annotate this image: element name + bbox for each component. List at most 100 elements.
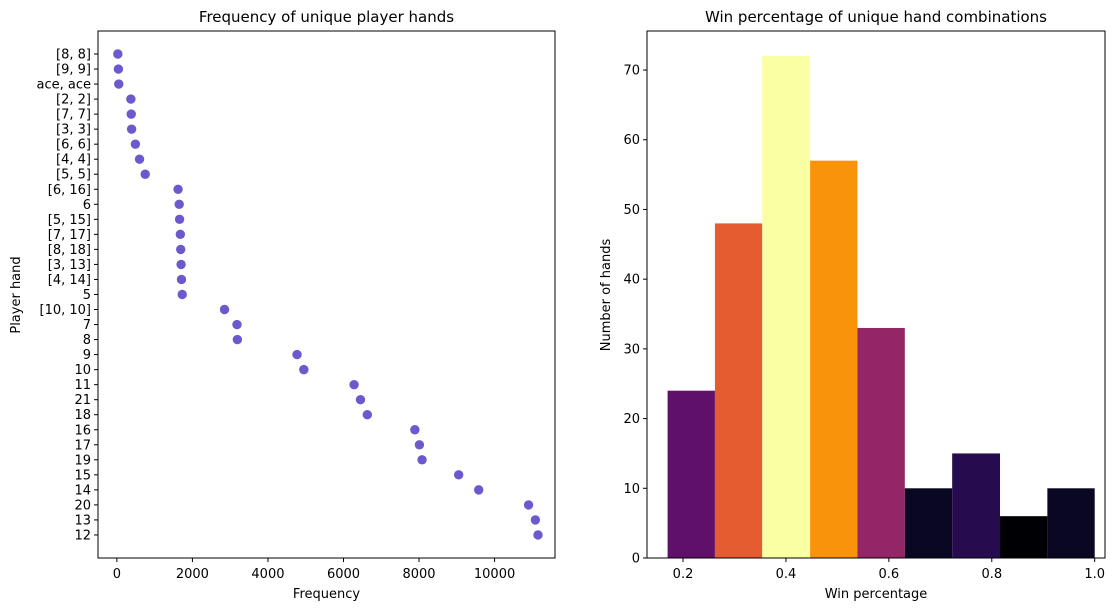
data-point bbox=[113, 64, 124, 74]
histogram-bar bbox=[810, 160, 858, 558]
y-tick-label: ace, ace bbox=[37, 78, 92, 93]
y-tick-label: 30 bbox=[623, 342, 640, 357]
y-tick-label: [3, 3] bbox=[56, 123, 91, 138]
y-tick-label: 9 bbox=[83, 348, 91, 363]
y-tick-label: [5, 5] bbox=[56, 168, 91, 183]
x-tick-label: 0.4 bbox=[776, 567, 797, 582]
y-tick-label: 70 bbox=[623, 64, 640, 79]
data-point bbox=[414, 440, 425, 450]
x-tick-label: 10000 bbox=[474, 567, 515, 582]
histogram-bar bbox=[714, 223, 763, 558]
data-point bbox=[453, 470, 464, 480]
data-point bbox=[126, 94, 136, 104]
y-tick-label: 40 bbox=[623, 273, 640, 288]
histogram-bar bbox=[762, 56, 811, 558]
data-point bbox=[176, 244, 186, 255]
y-tick-label: 11 bbox=[74, 378, 91, 393]
data-point bbox=[114, 79, 124, 89]
frequency-chart-points bbox=[113, 49, 543, 540]
win-percentage-x-ticks: 0.2 0.4 0.6 0.8 1.0 bbox=[673, 558, 1105, 582]
histogram-bar bbox=[952, 453, 1001, 558]
y-tick-label: 15 bbox=[74, 468, 91, 483]
data-point bbox=[292, 349, 302, 360]
data-point bbox=[126, 109, 136, 119]
histogram-bar bbox=[904, 488, 953, 558]
y-tick-label: [7, 17] bbox=[48, 228, 91, 243]
win-percentage-y-ticks: 0 10 20 30 40 50 60 70 bbox=[623, 64, 647, 567]
y-tick-label: 13 bbox=[74, 513, 91, 528]
frequency-chart: Frequency of unique player hands [8, 8][… bbox=[9, 8, 556, 602]
y-tick-label: 60 bbox=[623, 133, 640, 148]
data-point bbox=[175, 229, 186, 240]
x-tick-label: 0.8 bbox=[981, 567, 1002, 582]
data-point bbox=[219, 304, 230, 315]
data-point bbox=[417, 455, 427, 465]
histogram-bar bbox=[1000, 516, 1048, 558]
x-tick-label: 1.0 bbox=[1084, 567, 1105, 582]
y-tick-label: 0 bbox=[632, 552, 640, 567]
data-point bbox=[355, 394, 366, 405]
y-tick-label: 6 bbox=[83, 198, 91, 213]
y-tick-label: [9, 9] bbox=[56, 63, 91, 78]
y-tick-label: 18 bbox=[74, 408, 91, 423]
data-point bbox=[530, 515, 541, 525]
y-tick-label: 21 bbox=[74, 393, 91, 408]
y-tick-label: 5 bbox=[83, 288, 91, 303]
frequency-chart-title: Frequency of unique player hands bbox=[199, 8, 454, 26]
win-percentage-bars bbox=[667, 56, 1095, 558]
data-point bbox=[349, 379, 359, 390]
x-tick-label: 4000 bbox=[251, 567, 284, 582]
data-point bbox=[177, 289, 187, 300]
frequency-chart-x-ticks: 0 2000 4000 6000 8000 10000 bbox=[113, 558, 515, 582]
x-tick-label: 2000 bbox=[176, 567, 209, 582]
data-point bbox=[232, 334, 243, 345]
y-tick-label: 16 bbox=[74, 423, 91, 438]
data-point bbox=[299, 364, 309, 375]
y-tick-label: 8 bbox=[83, 333, 91, 348]
win-percentage-chart-x-label: Win percentage bbox=[825, 587, 928, 602]
y-tick-label: 19 bbox=[74, 453, 91, 468]
y-tick-label: 12 bbox=[74, 528, 91, 543]
y-tick-label: [6, 16] bbox=[48, 183, 91, 198]
data-point bbox=[113, 49, 123, 59]
y-tick-label: 20 bbox=[74, 498, 91, 513]
y-tick-label: 20 bbox=[623, 412, 640, 427]
data-point bbox=[140, 169, 150, 179]
x-tick-label: 0.6 bbox=[879, 567, 900, 582]
histogram-bar bbox=[857, 327, 905, 558]
histogram-bar bbox=[1047, 488, 1095, 558]
data-point bbox=[410, 425, 420, 435]
data-point bbox=[176, 274, 187, 285]
data-point bbox=[130, 139, 141, 149]
data-point bbox=[474, 485, 484, 495]
y-tick-label: 14 bbox=[74, 483, 91, 498]
win-percentage-chart-y-label: Number of hands bbox=[599, 239, 614, 352]
y-tick-label: [7, 7] bbox=[56, 108, 91, 123]
data-point bbox=[126, 124, 137, 134]
y-tick-label: [4, 14] bbox=[48, 273, 91, 288]
data-point bbox=[523, 500, 534, 510]
win-percentage-chart-title: Win percentage of unique hand combinatio… bbox=[705, 8, 1047, 26]
y-tick-label: 7 bbox=[83, 318, 91, 333]
y-tick-label: 17 bbox=[74, 438, 91, 453]
y-tick-label: [5, 15] bbox=[48, 213, 91, 228]
y-tick-label: [8, 8] bbox=[56, 48, 91, 63]
frequency-chart-y-ticks: [8, 8][9, 9]ace, ace[2, 2][7, 7][3, 3][6… bbox=[37, 48, 98, 543]
y-tick-label: [4, 4] bbox=[56, 153, 91, 168]
y-tick-label: 10 bbox=[74, 363, 91, 378]
y-tick-label: 50 bbox=[623, 203, 640, 218]
x-tick-label: 0 bbox=[113, 567, 121, 582]
x-tick-label: 8000 bbox=[402, 567, 435, 582]
data-point bbox=[134, 154, 145, 164]
histogram-bar bbox=[667, 390, 715, 558]
y-tick-label: 10 bbox=[623, 482, 640, 497]
x-tick-label: 6000 bbox=[327, 567, 360, 582]
y-tick-label: [3, 13] bbox=[48, 258, 91, 273]
y-tick-label: [2, 2] bbox=[56, 93, 91, 108]
data-point bbox=[176, 259, 186, 270]
y-tick-label: [6, 6] bbox=[56, 138, 91, 153]
data-point bbox=[173, 184, 183, 194]
data-point bbox=[362, 410, 372, 420]
data-point bbox=[232, 319, 242, 330]
